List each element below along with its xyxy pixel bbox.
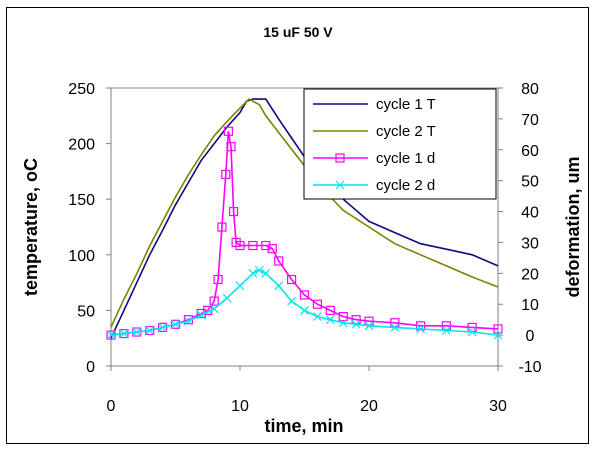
series-line xyxy=(110,98,499,339)
data-point-marker xyxy=(335,153,345,163)
left-tick-label: 200 xyxy=(68,137,95,154)
legend-label: cycle 1 T xyxy=(376,96,436,113)
right-tick-label: 0 xyxy=(526,328,535,345)
data-point-marker xyxy=(254,265,264,275)
data-point-marker xyxy=(196,310,206,320)
data-point-marker xyxy=(158,322,168,332)
series-layer xyxy=(106,98,503,340)
legend-item: cycle 2 T xyxy=(313,123,436,140)
right-tick-label: 80 xyxy=(521,81,539,98)
data-point-marker xyxy=(287,296,297,306)
legend-item: cycle 2 d xyxy=(313,177,435,194)
data-point-marker xyxy=(209,304,219,314)
x-tick-label: 0 xyxy=(107,398,116,415)
data-point-marker xyxy=(441,326,451,335)
data-point-marker xyxy=(300,305,309,315)
data-point-marker xyxy=(493,324,503,334)
data-point-marker xyxy=(145,326,155,335)
data-point-marker xyxy=(416,324,426,334)
series-line xyxy=(110,98,499,328)
data-point-marker xyxy=(312,299,322,309)
right-tick-label: -10 xyxy=(518,359,541,376)
data-point-marker xyxy=(235,281,245,291)
data-point-marker xyxy=(325,305,335,315)
legend-label: cycle 2 T xyxy=(376,123,436,140)
data-point-marker xyxy=(261,268,271,278)
right-tick-label: 50 xyxy=(521,174,539,191)
legend-label: cycle 2 d xyxy=(376,177,435,194)
right-tick-label: 60 xyxy=(521,143,539,160)
x-tick-label: 10 xyxy=(231,398,249,415)
data-point-marker xyxy=(267,244,277,254)
data-point-marker xyxy=(338,318,348,328)
right-tick-label: 20 xyxy=(521,266,539,283)
data-point-marker xyxy=(325,315,335,325)
x-axis-label: time, min xyxy=(264,416,343,436)
data-point-marker xyxy=(209,296,219,306)
data-point-marker xyxy=(183,316,193,326)
y-axis-label-right: deformation, um xyxy=(563,156,583,297)
x-tick-label: 30 xyxy=(489,398,507,415)
data-point-marker xyxy=(299,290,310,300)
data-point-marker xyxy=(493,330,503,340)
data-point-marker xyxy=(106,330,116,340)
data-point-marker xyxy=(248,268,258,278)
left-axis-ticks: 0 50 100 150 200 250 xyxy=(68,81,111,376)
data-point-marker xyxy=(351,319,361,329)
chart-title: 15 uF 50 V xyxy=(263,24,333,40)
chart-outer-border xyxy=(6,7,589,444)
right-tick-label: 10 xyxy=(521,297,539,314)
data-point-marker xyxy=(416,321,426,331)
data-point-marker xyxy=(221,169,231,180)
right-tick-label: 30 xyxy=(521,235,539,252)
data-point-marker xyxy=(170,319,181,329)
data-point-marker xyxy=(158,322,168,332)
series-2 xyxy=(110,98,499,328)
legend-items: cycle 1 T cycle 2 T cycle 1 d cycle 2 d xyxy=(313,96,436,194)
data-point-marker xyxy=(312,312,322,322)
data-point-marker xyxy=(261,240,271,251)
data-point-marker xyxy=(467,327,477,337)
left-tick-label: 150 xyxy=(68,192,95,209)
left-tick-label: 0 xyxy=(86,359,95,376)
legend-box xyxy=(303,88,497,200)
series-4 xyxy=(106,265,503,340)
data-point-marker xyxy=(274,281,284,291)
data-point-marker xyxy=(119,329,129,338)
data-point-marker xyxy=(213,274,223,285)
plot-area xyxy=(110,87,499,367)
legend: cycle 1 T cycle 2 T cycle 1 d cycle 2 d xyxy=(303,88,497,200)
legend-item: cycle 1 T xyxy=(313,96,436,113)
data-point-marker xyxy=(223,126,233,136)
data-point-marker xyxy=(335,180,345,190)
data-point-marker xyxy=(171,319,180,329)
legend-item: cycle 1 d xyxy=(313,150,435,167)
data-point-marker xyxy=(222,293,232,303)
data-point-marker xyxy=(228,206,239,217)
left-tick-label: 100 xyxy=(68,248,95,265)
data-point-marker xyxy=(274,256,284,266)
data-point-marker xyxy=(338,311,348,322)
left-tick-label: 250 xyxy=(68,81,95,98)
data-point-marker xyxy=(248,240,258,251)
data-point-marker xyxy=(235,240,245,251)
data-point-marker xyxy=(132,327,142,337)
right-axis-ticks: -10 0 10 20 30 40 50 60 70 80 xyxy=(498,81,542,376)
right-tick-label: 40 xyxy=(521,205,539,222)
x-axis-ticks: 0 10 20 30 xyxy=(107,366,507,415)
data-point-marker xyxy=(287,274,297,285)
legend-label: cycle 1 d xyxy=(376,150,435,167)
series-1 xyxy=(110,98,499,339)
data-point-marker xyxy=(226,142,236,152)
right-tick-label: 70 xyxy=(521,112,539,129)
data-point-marker xyxy=(390,322,400,332)
x-tick-label: 20 xyxy=(360,398,378,415)
y-axis-label-left: temperature, oC xyxy=(21,158,41,296)
left-tick-label: 50 xyxy=(77,303,95,320)
data-point-marker xyxy=(364,321,374,331)
data-point-marker xyxy=(217,222,227,232)
